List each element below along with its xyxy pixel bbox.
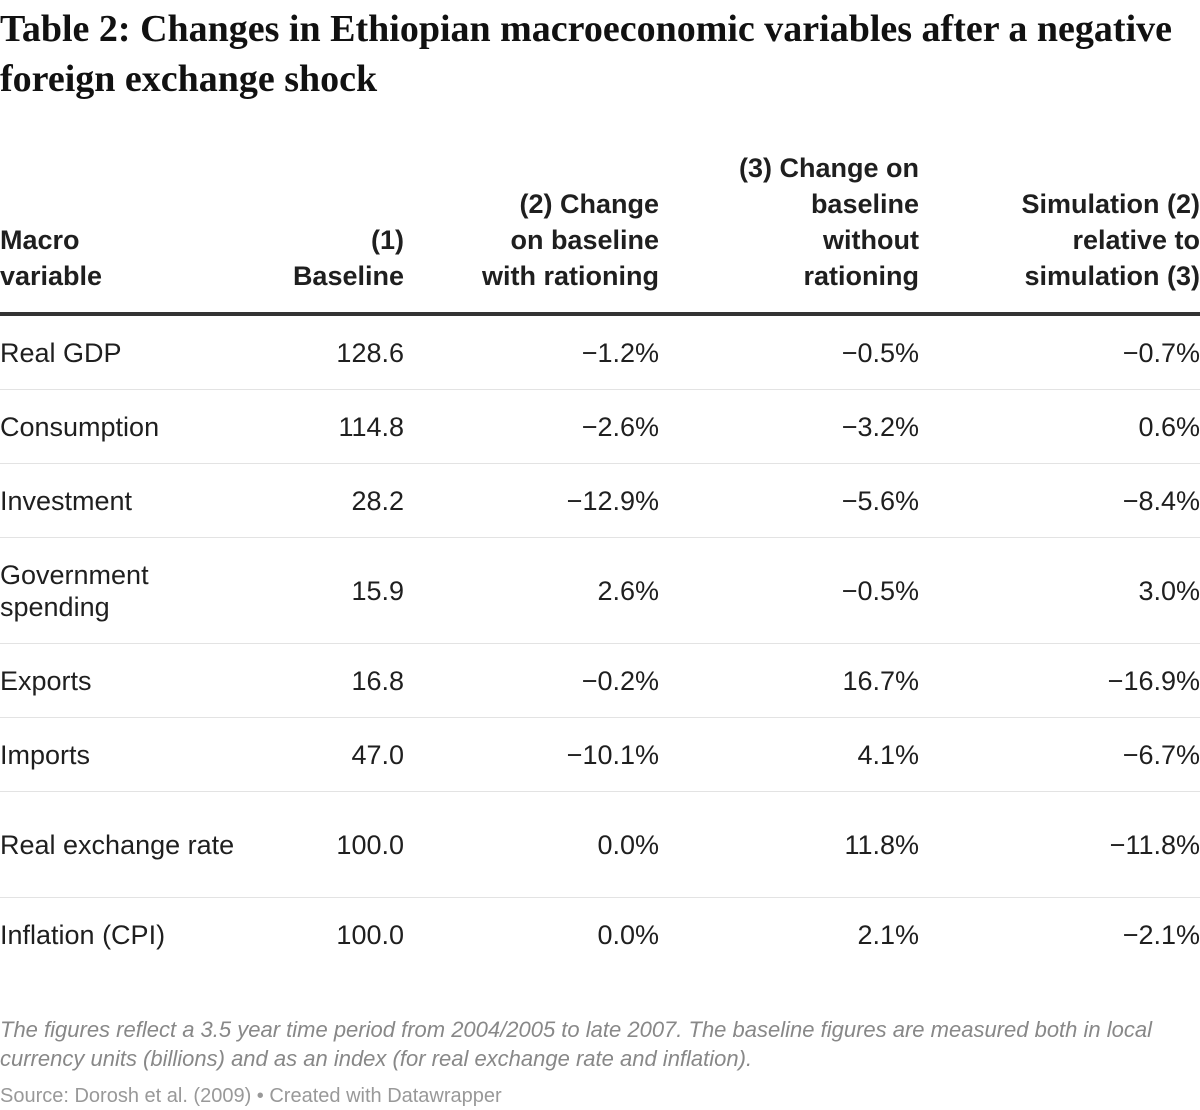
column-header-baseline[interactable]: (1) Baseline <box>240 150 404 316</box>
table-row: Exports 16.8 −0.2% 16.7% −16.9% <box>0 643 1200 718</box>
table-cell: 11.8% <box>659 791 919 898</box>
table-cell: 100.0 <box>336 919 404 950</box>
row-label: Inflation (CPI) <box>0 919 166 950</box>
table-cell: −12.9% <box>404 463 659 538</box>
column-header-macro-variable[interactable]: Macro variable <box>0 150 240 316</box>
data-table: Macro variable (1) Baseline (2) Change on b… <box>0 150 1200 971</box>
table-row: Consumption 114.8 −2.6% −3.2% 0.6% <box>0 389 1200 464</box>
table-cell: 128.6 <box>240 314 404 390</box>
table-cell: 28.2 <box>240 463 404 538</box>
table-cell: −1.2% <box>404 314 659 390</box>
table-cell: −0.5% <box>659 537 919 644</box>
row-label: Real exchange rate <box>0 791 240 898</box>
table-row: Imports 47.0 −10.1% 4.1% −6.7% <box>0 717 1200 792</box>
row-label: Real GDP <box>0 314 240 390</box>
table-cell: −2.1% <box>1122 919 1200 950</box>
table-cell: −0.2% <box>404 643 659 718</box>
source-credit: Source: Dorosh et al. (2009) • Created w… <box>0 1085 502 1107</box>
table-header-row: Macro variable (1) Baseline (2) Change on b… <box>0 150 1200 316</box>
table-cell: −3.2% <box>659 389 919 464</box>
table-cell: −0.7% <box>919 314 1200 390</box>
column-header-relative[interactable]: Simulation (2) relative to simulation (3) <box>919 150 1200 316</box>
table-cell: −10.1% <box>404 717 659 792</box>
table-cell: 100.0 <box>240 791 404 898</box>
column-header-with-rationing[interactable]: (2) Change on baseline with rationing <box>404 150 659 316</box>
row-label: Consumption <box>0 389 240 464</box>
table-cell: −8.4% <box>919 463 1200 538</box>
table-cell: 0.0% <box>597 919 659 950</box>
table-cell: −2.6% <box>404 389 659 464</box>
table-cell: −0.5% <box>659 314 919 390</box>
table-cell: −5.6% <box>659 463 919 538</box>
table-cell: 114.8 <box>240 389 404 464</box>
table-title: Table 2: Changes in Ethiopian macroecono… <box>0 8 1172 100</box>
table-cell: 0.0% <box>404 791 659 898</box>
table-cell: 0.6% <box>919 389 1200 464</box>
table-cell: −6.7% <box>919 717 1200 792</box>
table-cell: 2.1% <box>857 919 919 950</box>
row-label: Imports <box>0 717 240 792</box>
row-label: Government spending <box>0 537 240 644</box>
table-row: Inflation (CPI) 100.0 0.0% 2.1% −2.1% <box>0 898 1200 972</box>
table-note: The figures reflect a 3.5 year time peri… <box>0 1017 1153 1071</box>
table-cell: 16.8 <box>240 643 404 718</box>
table-cell: −16.9% <box>919 643 1200 718</box>
table-cell: 2.6% <box>404 537 659 644</box>
table-cell: −11.8% <box>919 791 1200 898</box>
table-row: Government spending 15.9 2.6% −0.5% 3.0% <box>0 537 1200 644</box>
table-row: Real GDP 128.6 −1.2% −0.5% −0.7% <box>0 314 1200 390</box>
column-header-without-rationing[interactable]: (3) Change on baseline without rationing <box>659 150 919 316</box>
table-cell: 47.0 <box>240 717 404 792</box>
table-cell: 16.7% <box>659 643 919 718</box>
row-label: Investment <box>0 463 240 538</box>
table-cell: 3.0% <box>919 537 1200 644</box>
table-row: Real exchange rate 100.0 0.0% 11.8% −11.… <box>0 791 1200 898</box>
table-cell: 15.9 <box>240 537 404 644</box>
table-cell: 4.1% <box>659 717 919 792</box>
table-row: Investment 28.2 −12.9% −5.6% −8.4% <box>0 463 1200 538</box>
row-label: Exports <box>0 643 240 718</box>
